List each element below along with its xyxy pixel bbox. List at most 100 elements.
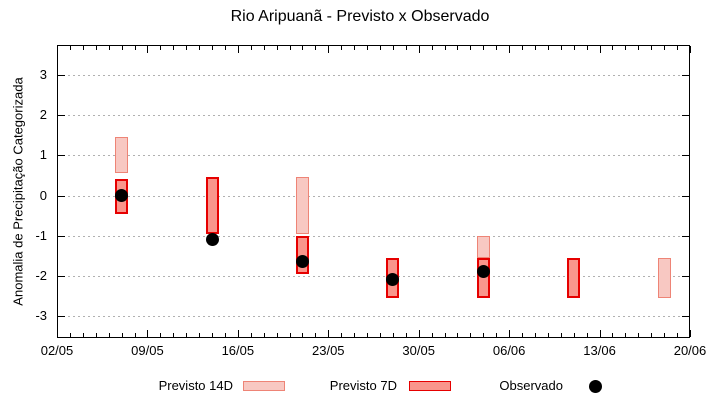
y-gridline <box>58 195 689 197</box>
x-minor-tick-bottom <box>108 333 110 337</box>
x-minor-tick-bottom <box>276 333 278 337</box>
x-minor-tick-top <box>379 46 381 50</box>
x-minor-tick-bottom <box>496 333 498 337</box>
x-major-tick-top <box>237 46 239 53</box>
x-minor-tick-bottom <box>534 333 536 337</box>
x-minor-tick-bottom <box>121 333 123 337</box>
x-minor-tick-top <box>263 46 265 50</box>
x-minor-tick-top <box>392 46 394 50</box>
x-tick-label: 02/05 <box>40 343 74 358</box>
x-minor-tick-bottom <box>302 333 304 337</box>
x-major-tick-bottom <box>328 330 330 337</box>
forecast-7d-box <box>205 177 219 234</box>
x-minor-tick-bottom <box>547 333 549 337</box>
y-gridline <box>58 155 689 157</box>
y-gridline <box>58 115 689 117</box>
x-minor-tick-top <box>224 46 226 50</box>
legend-dot-observado-icon <box>589 380 602 393</box>
y-major-tick-right <box>682 75 689 77</box>
y-gridline <box>58 75 689 77</box>
x-tick-label: 30/05 <box>402 343 435 358</box>
x-minor-tick-bottom <box>677 333 679 337</box>
y-major-tick-right <box>682 275 689 277</box>
x-minor-tick-top <box>444 46 446 50</box>
y-major-tick-left <box>58 315 65 317</box>
y-major-tick-left <box>58 195 65 197</box>
x-minor-tick-top <box>134 46 136 50</box>
x-major-tick-top <box>147 46 149 53</box>
x-minor-tick-bottom <box>483 333 485 337</box>
x-minor-tick-top <box>108 46 110 50</box>
x-minor-tick-top <box>547 46 549 50</box>
y-major-tick-left <box>58 235 65 237</box>
x-major-tick-top <box>509 46 511 53</box>
y-tick-label: -3 <box>35 307 47 323</box>
x-minor-tick-bottom <box>651 333 653 337</box>
x-minor-tick-top <box>82 46 84 50</box>
x-minor-tick-bottom <box>405 333 407 337</box>
x-minor-tick-bottom <box>367 333 369 337</box>
x-minor-tick-top <box>302 46 304 50</box>
x-minor-tick-top <box>289 46 291 50</box>
x-minor-tick-bottom <box>625 333 627 337</box>
x-minor-tick-bottom <box>522 333 524 337</box>
x-major-tick-bottom <box>237 330 239 337</box>
x-minor-tick-bottom <box>444 333 446 337</box>
y-major-tick-right <box>682 315 689 317</box>
x-minor-tick-top <box>625 46 627 50</box>
observed-dot <box>295 255 309 269</box>
y-tick-label: -2 <box>35 267 47 283</box>
x-minor-tick-top <box>315 46 317 50</box>
x-minor-tick-top <box>186 46 188 50</box>
x-minor-tick-top <box>354 46 356 50</box>
y-tick-label: 1 <box>39 147 47 163</box>
x-minor-tick-bottom <box>573 333 575 337</box>
y-major-tick-left <box>58 155 65 157</box>
forecast-14d-box <box>476 235 490 258</box>
x-minor-tick-bottom <box>69 333 71 337</box>
x-minor-tick-top <box>212 46 214 50</box>
x-minor-tick-top <box>677 46 679 50</box>
y-tick-label: 3 <box>39 67 47 83</box>
x-minor-tick-top <box>573 46 575 50</box>
x-tick-label: 09/05 <box>131 343 164 358</box>
x-minor-tick-bottom <box>664 333 666 337</box>
x-tick-label: 20/06 <box>673 343 707 358</box>
x-minor-tick-top <box>522 46 524 50</box>
y-major-tick-left <box>58 115 65 117</box>
x-minor-tick-top <box>341 46 343 50</box>
forecast-14d-box <box>657 257 671 298</box>
x-minor-tick-top <box>651 46 653 50</box>
x-minor-tick-bottom <box>392 333 394 337</box>
x-minor-tick-top <box>173 46 175 50</box>
x-major-tick-bottom <box>599 330 601 337</box>
y-major-tick-left <box>58 275 65 277</box>
x-minor-tick-bottom <box>612 333 614 337</box>
x-minor-tick-bottom <box>638 333 640 337</box>
y-major-tick-right <box>682 155 689 157</box>
x-minor-tick-bottom <box>160 333 162 337</box>
observed-dot <box>476 265 490 279</box>
x-minor-tick-top <box>586 46 588 50</box>
chart-title: Rio Aripuanã - Previsto x Observado <box>230 8 490 25</box>
observed-dot <box>386 273 400 287</box>
x-minor-tick-top <box>69 46 71 50</box>
x-minor-tick-bottom <box>354 333 356 337</box>
x-minor-tick-top <box>276 46 278 50</box>
x-major-tick-top <box>418 46 420 53</box>
x-minor-tick-top <box>560 46 562 50</box>
x-minor-tick-bottom <box>586 333 588 337</box>
x-major-tick-top <box>599 46 601 53</box>
legend-swatch-previsto-7d-icon <box>409 381 451 391</box>
observed-dot <box>205 233 219 247</box>
y-gridline <box>58 235 689 237</box>
x-minor-tick-top <box>250 46 252 50</box>
x-major-tick-bottom <box>509 330 511 337</box>
x-minor-tick-bottom <box>457 333 459 337</box>
x-minor-tick-top <box>199 46 201 50</box>
x-minor-tick-top <box>405 46 407 50</box>
y-tick-label: 0 <box>39 187 47 203</box>
legend-swatch-previsto-14d-icon <box>243 381 285 391</box>
x-minor-tick-bottom <box>263 333 265 337</box>
